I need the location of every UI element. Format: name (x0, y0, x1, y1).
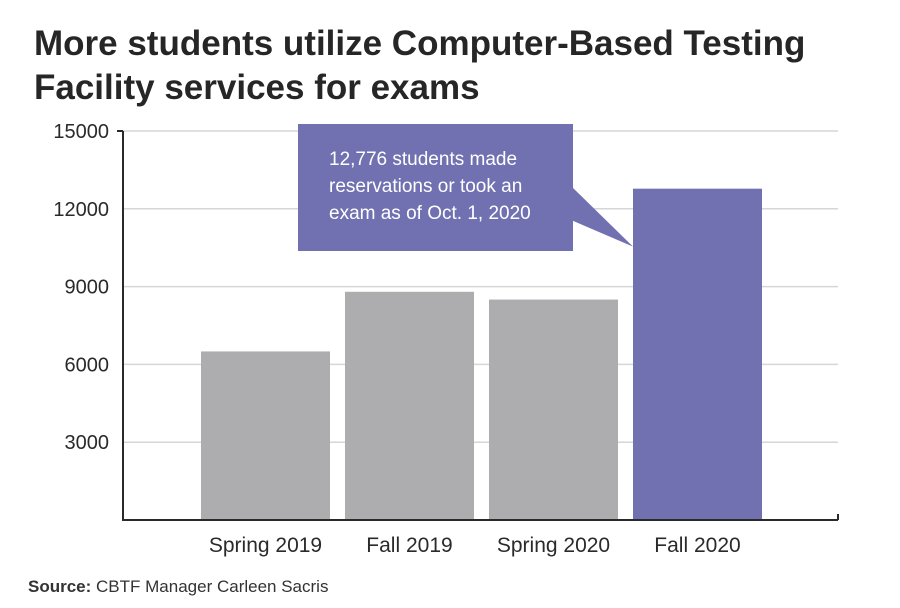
x-category-label: Spring 2020 (497, 534, 610, 557)
y-tick-label: 9000 (65, 277, 110, 299)
bar (345, 291, 474, 520)
axes (117, 130, 839, 521)
callout-text-line: exam as of Oct. 1, 2020 (329, 203, 531, 224)
x-category-label: Fall 2019 (366, 534, 452, 557)
callout-text-line: 12,776 students made (329, 149, 517, 170)
bar (489, 299, 618, 520)
y-tick-label: 15000 (53, 121, 109, 143)
y-tick-label: 12000 (53, 199, 109, 221)
callout-text-line: reservations or took an (329, 176, 522, 197)
bar (201, 351, 330, 520)
bar (633, 188, 762, 521)
x-category-labels: Spring 2019 Fall 2019 Spring 2020 Fall 2020 (209, 534, 741, 557)
bars (201, 188, 762, 521)
chart-title: More students utilize Computer-Based Tes… (34, 22, 874, 110)
source-text: CBTF Manager Carleen Sacris (96, 577, 329, 596)
y-tick-label: 3000 (65, 432, 110, 454)
source-label: Source: (28, 577, 92, 596)
y-tick-labels: 3000 6000 9000 12000 15000 (53, 121, 109, 454)
x-category-label: Fall 2020 (654, 534, 740, 557)
annotation-callout: 12,776 students made reservations or took… (298, 124, 633, 251)
chart-title-line-2: Facility services for exams (34, 68, 480, 107)
y-tick-label: 6000 (65, 354, 110, 376)
source-note: Source: CBTF Manager Carleen Sacris (28, 577, 328, 597)
chart-title-line-1: More students utilize Computer-Based Tes… (34, 24, 806, 63)
x-category-label: Spring 2019 (209, 534, 322, 557)
callout-pointer (571, 186, 633, 247)
callout-box (298, 124, 573, 251)
